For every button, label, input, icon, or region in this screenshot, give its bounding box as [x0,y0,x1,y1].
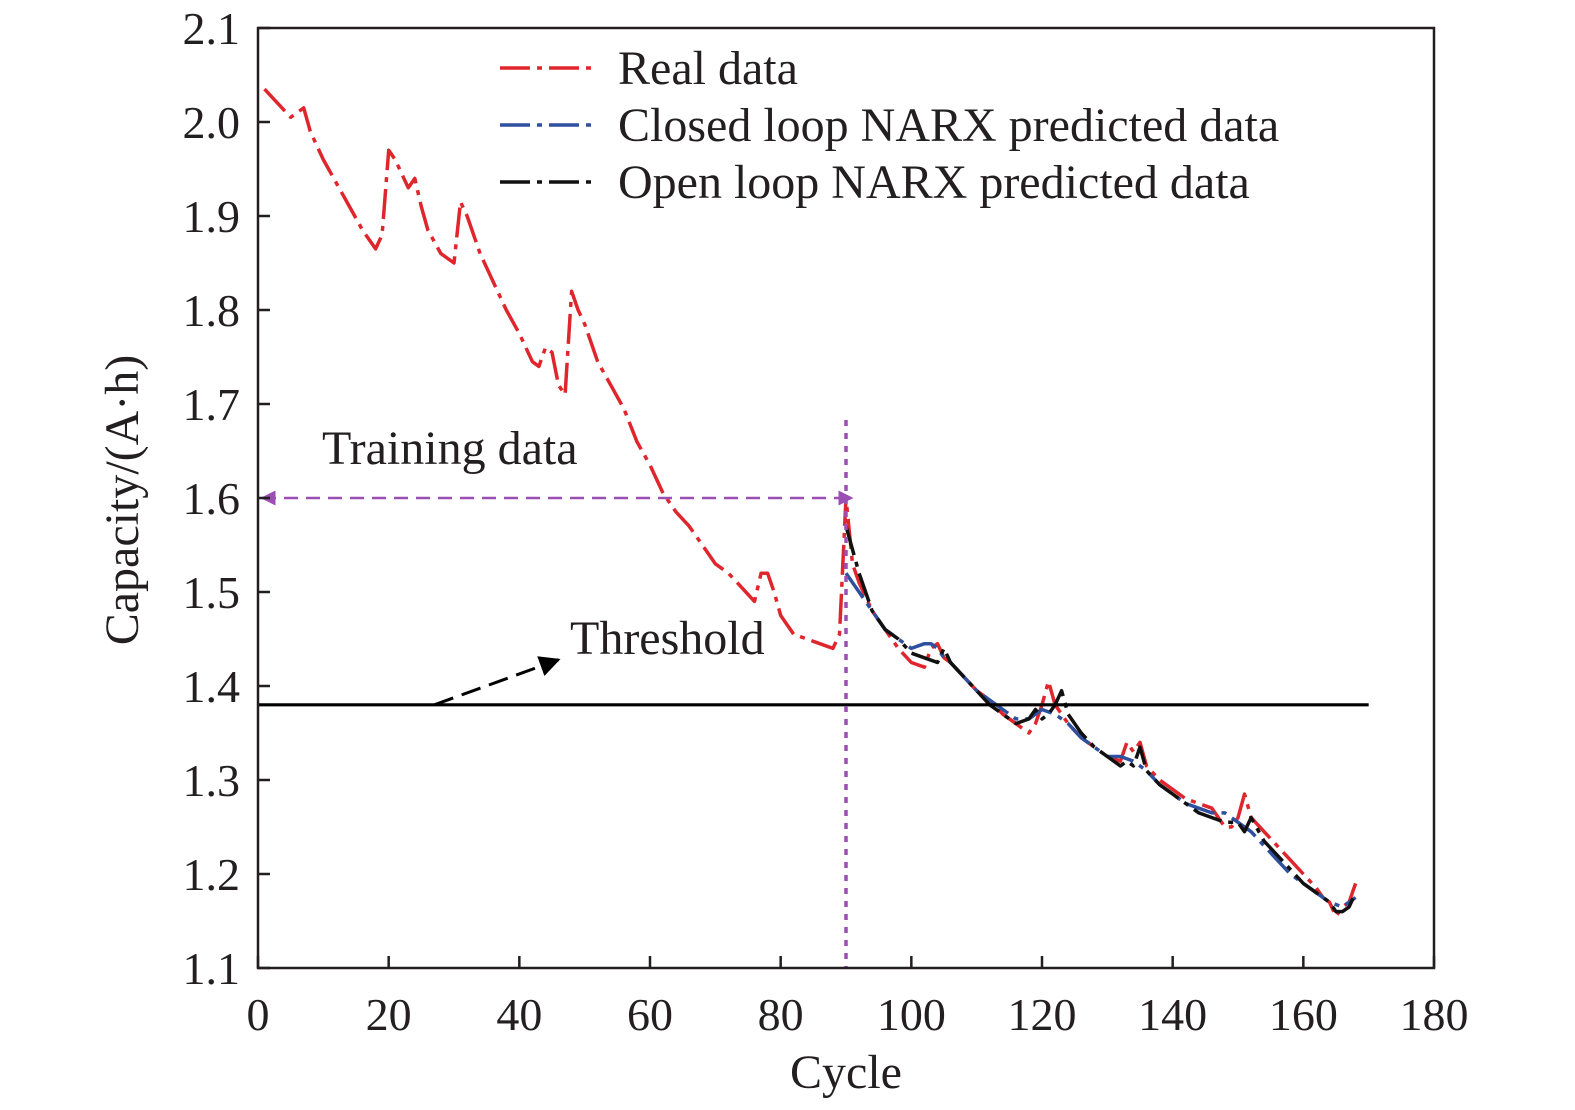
y-tick-label: 1.3 [183,755,241,806]
x-tick-label: 40 [496,989,542,1040]
legend: Real data Closed loop NARX predicted dat… [500,42,1279,209]
threshold-arrow [433,656,561,707]
y-tick-label: 1.4 [183,661,241,712]
y-tick-label: 1.9 [183,191,241,242]
training-data-label: Training data [322,422,578,475]
reference-lines [258,420,1369,968]
axis-ticks: 0 20 40 60 80 100 120 140 160 180 1.1 1.2 1.3 1.4 1.5 1… [183,3,1469,1040]
legend-label-open-loop: Open loop NARX predicted data [618,156,1250,209]
y-tick-label: 1.7 [183,379,241,430]
series-line-closed-loop-narx-predicted-data [844,572,1357,909]
x-tick-label: 160 [1269,989,1338,1040]
y-tick-label: 1.1 [183,943,241,994]
x-tick-label: 60 [627,989,673,1040]
y-tick-label: 1.8 [183,285,241,336]
x-tick-label: 0 [247,989,270,1040]
x-axis-title: Cycle [790,1046,902,1099]
y-tick-label: 2.0 [183,97,241,148]
x-tick-label: 140 [1138,989,1207,1040]
y-tick-label: 2.1 [183,3,241,54]
x-tick-label: 180 [1400,989,1469,1040]
x-tick-label: 80 [758,989,804,1040]
legend-label-closed-loop: Closed loop NARX predicted data [618,99,1279,152]
series-line-real-data [263,87,1358,919]
y-axis-title: Capacity/(A·h) [96,355,149,646]
y-tick-label: 1.6 [183,473,241,524]
y-tick-label: 1.2 [183,849,241,900]
series-layer [263,87,1358,919]
x-tick-label: 120 [1008,989,1077,1040]
y-tick-label: 1.5 [183,567,241,618]
legend-label-real-data: Real data [618,42,798,95]
x-tick-label: 100 [877,989,946,1040]
series-line-open-loop-narx-predicted-data [844,525,1358,914]
x-tick-label: 20 [366,989,412,1040]
threshold-label: Threshold [570,612,765,665]
